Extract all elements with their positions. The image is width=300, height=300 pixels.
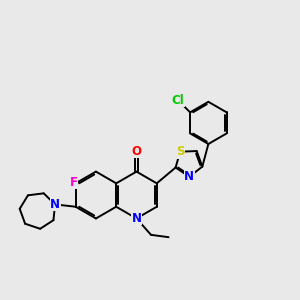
Text: N: N [131,212,142,225]
Text: N: N [184,170,194,183]
Text: N: N [50,198,60,211]
Text: F: F [70,176,78,189]
Text: Cl: Cl [172,94,184,107]
Text: S: S [176,145,184,158]
Text: O: O [131,145,142,158]
